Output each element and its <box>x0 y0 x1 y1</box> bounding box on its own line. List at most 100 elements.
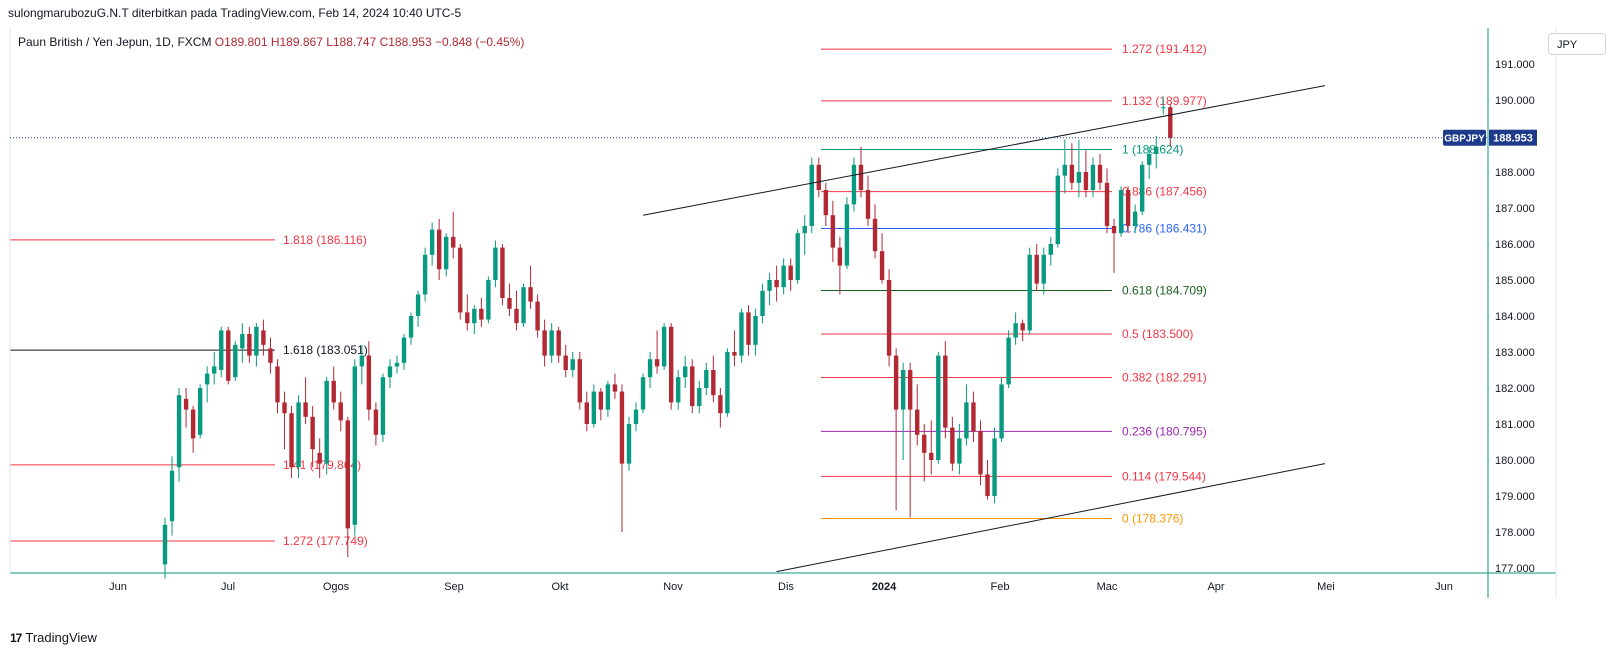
fib-level-label: 0.886 (187.456) <box>1122 185 1207 199</box>
brand-name: TradingView <box>25 630 97 645</box>
x-tick-label: Sep <box>444 581 464 593</box>
candle-body <box>1118 190 1124 234</box>
channel-trendline <box>776 463 1326 573</box>
candle-body <box>837 247 843 266</box>
tradingview-brand[interactable]: 17 TradingView <box>10 630 97 645</box>
candle-body <box>690 366 695 406</box>
candle-body <box>401 337 407 363</box>
symbol-tag <box>1443 129 1486 146</box>
candle-body <box>500 247 505 298</box>
y-tick-label: 179.000 <box>1495 491 1535 503</box>
candle-body <box>872 218 878 252</box>
candle-body <box>486 280 491 320</box>
candle-body <box>1161 107 1166 109</box>
channel-lines <box>642 85 1326 573</box>
candle-body <box>725 352 730 414</box>
axes: 191.000190.000189.000188.000187.000186.0… <box>9 28 1557 598</box>
candle-body <box>310 416 315 450</box>
y-tick-label: 184.000 <box>1495 311 1535 323</box>
candle-body <box>654 359 660 367</box>
candle-body <box>296 402 301 468</box>
candle-body <box>985 474 990 496</box>
candle-body <box>436 229 442 270</box>
candle-body <box>408 316 414 338</box>
candle-body <box>619 391 625 464</box>
fib-level-label: 1.132 (189.977) <box>1122 94 1207 108</box>
candle-body <box>711 370 716 396</box>
candle-body <box>303 402 308 417</box>
candle-body <box>289 413 294 468</box>
y-tick-label: 190.000 <box>1495 95 1535 107</box>
last-price-tag <box>1489 129 1537 146</box>
candle-body <box>176 395 182 468</box>
candle-body <box>1090 164 1096 190</box>
candle-body <box>900 370 906 410</box>
fib-level-label: 0 (178.376) <box>1122 511 1183 525</box>
candle-body <box>1006 337 1011 385</box>
candle-body <box>922 434 927 453</box>
publish-info: sulongmarubozuG.N.T diterbitkan pada Tra… <box>8 6 462 20</box>
candle-body <box>324 380 329 464</box>
candle-body <box>753 316 758 345</box>
candle-body <box>331 380 336 403</box>
candle-body <box>240 334 245 349</box>
candle-body <box>929 452 934 460</box>
candle-body <box>1125 190 1131 226</box>
x-tick-label: Feb <box>991 581 1010 593</box>
candle-body <box>1139 164 1145 212</box>
candle-body <box>275 366 280 403</box>
candle-body <box>465 312 470 324</box>
candle-body <box>1097 164 1103 183</box>
candle-body <box>1034 254 1039 284</box>
candle-body <box>380 377 386 435</box>
candle-body <box>936 355 941 460</box>
candle-body <box>479 308 484 320</box>
candle-body <box>162 524 168 565</box>
candle-body <box>1076 172 1082 183</box>
candle-body <box>415 294 421 316</box>
candle-body <box>451 236 456 248</box>
candle-body <box>1104 182 1110 226</box>
x-tick-label: Jun <box>109 581 127 593</box>
candle-body <box>366 355 372 410</box>
candle-body <box>626 424 632 464</box>
fib-level-label: 0.382 (182.291) <box>1122 371 1207 385</box>
x-tick-label: Nov <box>663 581 683 593</box>
candle-body <box>992 438 997 496</box>
candle-body <box>1069 164 1075 183</box>
candle-body <box>514 308 519 324</box>
candle-body <box>675 377 681 403</box>
candle-body <box>387 366 393 378</box>
candle-body <box>254 326 259 356</box>
candle-body <box>444 236 449 270</box>
candle-body <box>633 409 639 424</box>
candle-body <box>535 301 540 331</box>
channel-trendline <box>642 85 1326 216</box>
ohlc-values: O189.801 H189.867 L188.747 C188.953 −0.8… <box>214 35 525 49</box>
fib-level-label: 1.41 (179.864) <box>283 458 361 472</box>
candle-body <box>746 312 751 345</box>
candle-body <box>317 452 322 464</box>
candle-body <box>472 308 477 324</box>
candle-body <box>795 233 800 280</box>
candle-body <box>190 409 196 439</box>
candle-body <box>978 431 983 475</box>
last-price-label: 188.953 <box>1493 133 1533 145</box>
y-tick-label: 178.000 <box>1495 527 1535 539</box>
candle-body <box>1062 164 1068 176</box>
candle-body <box>823 190 829 216</box>
candle-body <box>598 391 604 410</box>
candles <box>162 96 1173 579</box>
symbol-name: Paun British / Yen Jepun, 1D, FXCM <box>18 35 212 49</box>
candle-body <box>352 366 358 525</box>
candle-body <box>1154 146 1159 154</box>
candle-body <box>647 359 653 378</box>
candle-body <box>809 164 814 226</box>
currency-button[interactable]: JPY <box>1548 33 1606 55</box>
x-tick-label: Okt <box>551 581 568 593</box>
y-tick-label: 180.000 <box>1495 455 1535 467</box>
candle-body <box>851 164 857 205</box>
candle-body <box>528 287 533 302</box>
y-tick-label: 191.000 <box>1495 59 1535 71</box>
